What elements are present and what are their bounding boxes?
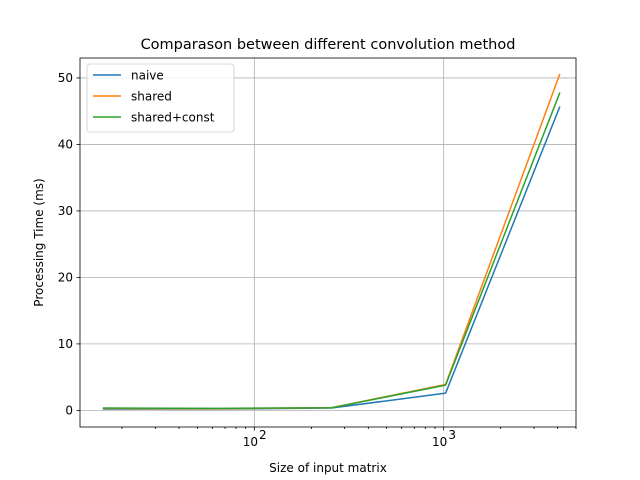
x-tick-exponent: 2 [259,428,267,442]
y-axis-title: Processing Time (ms) [32,178,46,306]
y-tick-label: 10 [58,337,73,351]
y-tick-label: 0 [65,404,73,418]
legend-label: naive [131,68,164,82]
grid-lines [80,58,576,427]
x-tick-exponent: 3 [448,428,456,442]
chart-title: Comparason between different convolution… [141,37,516,53]
x-axis-title: Size of input matrix [269,461,387,475]
x-tick-label: 10 [243,435,258,449]
legend-items: naive shared shared+const [93,68,215,124]
plot-area-frame [79,57,577,428]
series-line-shared-const [102,92,561,410]
legend-frame [86,63,235,133]
x-tick-label: 10 [432,435,447,449]
y-tick-label: 20 [58,271,73,285]
y-tick-label: 30 [58,204,73,218]
legend: naive shared shared+const [86,63,235,133]
y-tick-label: 40 [58,138,73,152]
y-tick-label: 50 [58,71,73,85]
legend-label: shared [131,89,172,103]
series-lines [102,73,561,410]
legend-label: shared+const [131,110,215,124]
